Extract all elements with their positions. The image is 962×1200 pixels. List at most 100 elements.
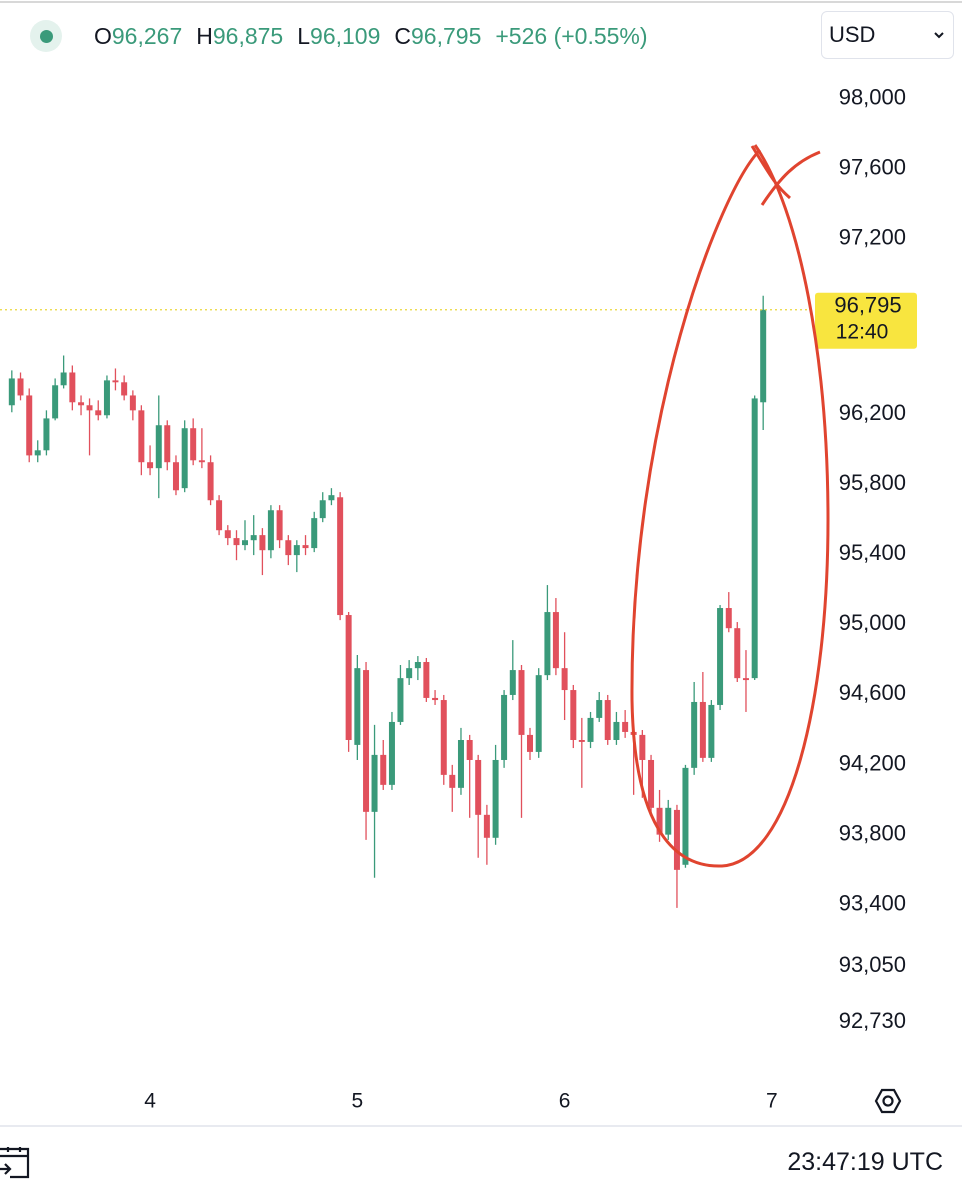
y-tick-label: 95,400 bbox=[839, 540, 906, 565]
candle-body bbox=[380, 754, 387, 785]
candle-body bbox=[449, 774, 456, 788]
candle-body bbox=[345, 615, 352, 740]
candle-body bbox=[78, 402, 85, 406]
x-tick-label: 4 bbox=[144, 1090, 156, 1113]
candle-body bbox=[250, 535, 257, 541]
candle-body bbox=[691, 701, 698, 768]
candle-body bbox=[492, 759, 499, 838]
candle-body bbox=[665, 807, 672, 835]
ohlc-value: 96,109 bbox=[310, 22, 381, 49]
candle-body bbox=[371, 754, 378, 812]
candle-body bbox=[475, 759, 482, 815]
annotation-ellipse bbox=[630, 144, 830, 868]
candle-body bbox=[656, 807, 663, 835]
candle-body bbox=[760, 309, 767, 403]
candle-body bbox=[293, 545, 300, 556]
candle-body bbox=[483, 814, 490, 838]
candle-body bbox=[708, 704, 715, 758]
candle-body bbox=[241, 540, 248, 546]
candle-body bbox=[43, 418, 50, 451]
candle-body bbox=[17, 378, 24, 396]
candle-body bbox=[466, 740, 473, 760]
candle-body bbox=[95, 410, 102, 416]
countdown: 12:40 bbox=[836, 320, 889, 343]
candle-body bbox=[423, 662, 430, 698]
candle-body bbox=[267, 510, 274, 551]
last-price-label: 96,795 bbox=[834, 293, 901, 318]
candle-body bbox=[172, 462, 179, 491]
candle-body bbox=[501, 694, 508, 760]
ohlc-label: C bbox=[394, 22, 412, 49]
candle-body bbox=[190, 428, 197, 461]
candle-body bbox=[440, 700, 447, 775]
candle-body bbox=[328, 495, 335, 501]
x-tick-label: 6 bbox=[559, 1090, 571, 1113]
candle-body bbox=[285, 540, 292, 556]
candle-body bbox=[259, 535, 266, 551]
candle-body bbox=[181, 428, 188, 489]
y-tick-label: 93,050 bbox=[839, 952, 906, 977]
candle-body bbox=[129, 395, 136, 411]
candle-body bbox=[233, 538, 240, 546]
candle-body bbox=[734, 628, 741, 679]
candle-body bbox=[69, 372, 76, 403]
candle-body bbox=[544, 612, 551, 676]
ohlc-label: O bbox=[94, 22, 112, 49]
settings-icon[interactable] bbox=[874, 1088, 902, 1114]
candle-body bbox=[552, 612, 559, 669]
y-tick-label: 95,800 bbox=[839, 470, 906, 495]
calendar-glyph bbox=[0, 1147, 30, 1179]
candle-body bbox=[751, 398, 758, 679]
ohlc-value: 96,795 bbox=[411, 22, 482, 49]
change: +526 (+0.55%) bbox=[495, 22, 648, 49]
candle-body bbox=[622, 721, 629, 732]
candle-body bbox=[8, 378, 15, 406]
candle-body bbox=[561, 668, 568, 691]
candle-body bbox=[570, 690, 577, 740]
candle-body bbox=[354, 668, 361, 745]
calendar-icon[interactable] bbox=[0, 1147, 30, 1179]
ohlc-value: 96,267 bbox=[111, 22, 183, 49]
candle-body bbox=[34, 450, 41, 456]
candle-body bbox=[86, 405, 93, 411]
currency-select[interactable]: USD bbox=[821, 11, 954, 59]
y-tick-label: 93,800 bbox=[839, 820, 906, 845]
y-tick-label: 93,400 bbox=[839, 891, 906, 916]
candle-body bbox=[518, 670, 525, 735]
y-tick-label: 92,730 bbox=[839, 1008, 906, 1033]
candle-body bbox=[302, 545, 309, 549]
candle-body bbox=[103, 380, 110, 416]
candle-body bbox=[414, 662, 421, 669]
candle-body bbox=[509, 670, 516, 695]
candle-body bbox=[673, 809, 680, 870]
ohlc-legend: O 96,267 H 96,875 L 96,109 C 96,795 +526 (+0… bbox=[30, 18, 662, 54]
candle-body bbox=[198, 460, 205, 463]
candle-body bbox=[207, 462, 214, 501]
status-dot bbox=[30, 20, 62, 52]
ohlc-label: H bbox=[196, 22, 213, 49]
candle-body bbox=[26, 395, 33, 456]
candle-body bbox=[60, 372, 67, 386]
x-tick-label: 7 bbox=[766, 1090, 778, 1113]
candle-body bbox=[319, 500, 326, 519]
candle-body bbox=[699, 701, 706, 758]
x-tick-label: 5 bbox=[351, 1090, 363, 1113]
candle-body bbox=[112, 380, 119, 383]
y-tick-label: 95,000 bbox=[839, 610, 906, 635]
settings-hexagon bbox=[874, 1088, 902, 1114]
chevron bbox=[934, 32, 944, 39]
candle-body bbox=[311, 518, 318, 549]
candle-body bbox=[363, 670, 370, 812]
ohlc-value: 96,875 bbox=[212, 22, 284, 49]
candle-body bbox=[535, 675, 542, 752]
candle-body bbox=[682, 767, 689, 865]
candle-body bbox=[121, 382, 128, 396]
candle-body bbox=[52, 385, 59, 419]
candle-body bbox=[457, 740, 464, 788]
y-tick-label: 97,200 bbox=[839, 225, 906, 250]
candle-body bbox=[613, 721, 620, 740]
candle-body bbox=[742, 678, 749, 681]
candle-body bbox=[717, 608, 724, 705]
